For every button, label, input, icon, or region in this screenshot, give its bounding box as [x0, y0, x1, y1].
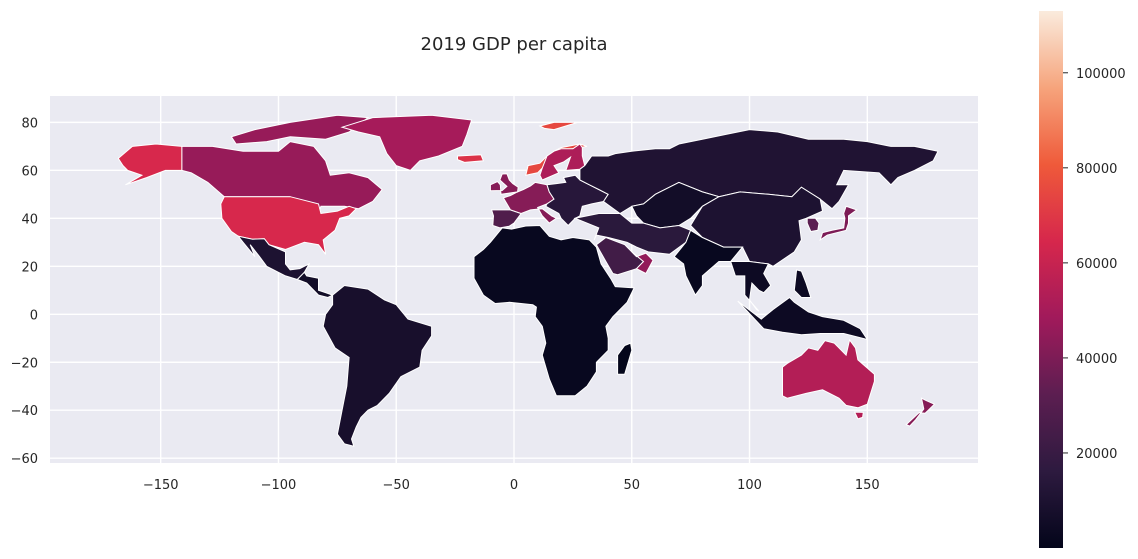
region-mexico — [237, 235, 311, 281]
y-tick-label: −20 — [11, 356, 38, 371]
region-japan — [819, 205, 858, 242]
region-philippines — [793, 269, 812, 298]
region-britain-ireland — [489, 173, 519, 195]
x-tick-label: 50 — [623, 478, 640, 493]
region-australia — [782, 338, 875, 409]
region-alaska — [117, 143, 183, 186]
colorbar-tick-label: 20000 — [1076, 447, 1117, 462]
x-tick-label: −150 — [143, 478, 179, 493]
region-western-europe — [502, 181, 558, 224]
country-regions — [117, 114, 939, 447]
region-central-america-caribbean — [296, 271, 334, 299]
region-africa — [473, 224, 635, 397]
y-tick-label: 0 — [30, 308, 38, 323]
region-gulf-states — [631, 251, 654, 275]
x-tick-label: 0 — [510, 478, 518, 493]
colorbar-tick-label: 60000 — [1076, 257, 1117, 272]
region-southeast-asia — [730, 261, 772, 312]
x-tick-label: −50 — [383, 478, 410, 493]
region-indonesia — [737, 296, 869, 341]
region-nordics — [539, 143, 586, 181]
colorbar-tick-label: 40000 — [1076, 352, 1117, 367]
x-axis-ticks: −150 −100 −50 0 50 100 150 — [143, 478, 880, 493]
region-tasmania — [853, 411, 864, 420]
region-new-zealand — [905, 397, 936, 427]
region-middle-east — [573, 213, 692, 255]
colorbar-tick-label: 100000 — [1076, 67, 1126, 82]
y-tick-label: −40 — [11, 404, 38, 419]
region-madagascar — [617, 342, 633, 375]
region-india — [673, 229, 744, 297]
region-eastern-europe — [545, 174, 609, 227]
y-axis-ticks: −60 −40 −20 0 20 40 60 80 — [11, 116, 38, 467]
region-arctic-archipelago — [230, 114, 370, 145]
y-tick-label: −60 — [11, 452, 38, 467]
y-tick-label: 80 — [21, 116, 38, 131]
region-greenland — [340, 114, 473, 171]
y-tick-label: 60 — [21, 164, 38, 179]
region-svalbard — [538, 121, 578, 131]
region-korea — [806, 217, 820, 233]
chart-title: 2019 GDP per capita — [421, 34, 608, 55]
region-south-america — [322, 284, 433, 447]
y-tick-label: 20 — [21, 260, 38, 275]
x-tick-label: 150 — [855, 478, 880, 493]
region-canada — [181, 141, 383, 215]
colorbar — [1039, 11, 1063, 548]
colorbar-ticks: 20000 40000 60000 80000 100000 — [1063, 67, 1126, 462]
colorbar-tick-label: 80000 — [1076, 162, 1117, 177]
x-tick-label: −100 — [261, 478, 297, 493]
y-tick-label: 40 — [21, 212, 38, 227]
region-united-states — [220, 196, 358, 255]
x-tick-label: 100 — [737, 478, 762, 493]
region-iceland — [457, 154, 485, 163]
